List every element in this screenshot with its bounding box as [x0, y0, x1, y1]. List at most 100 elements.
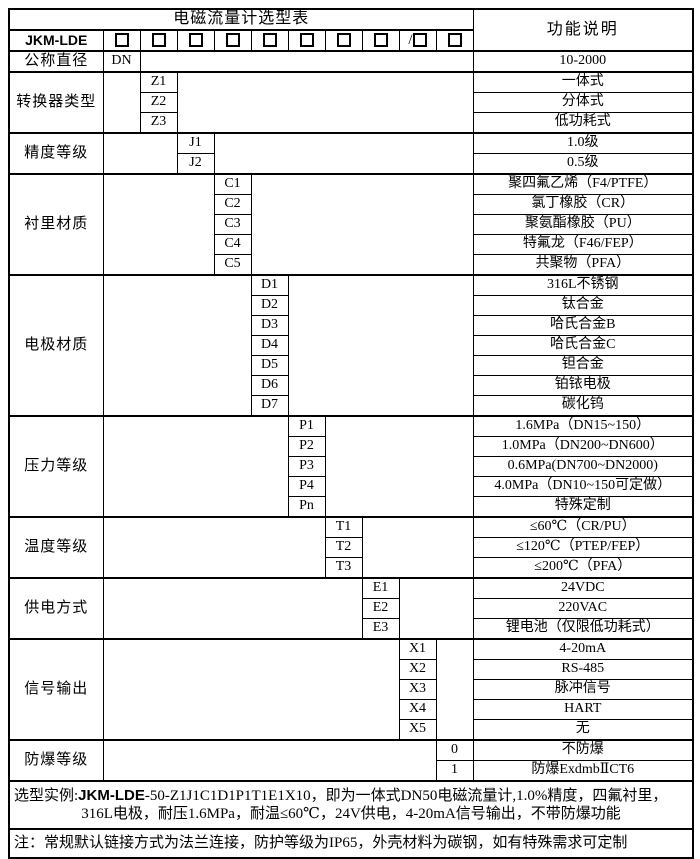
example-cell: 选型实例:JKM-LDE-50-Z1J1C1D1P1T1E1X10，即为一体式D…: [8, 780, 694, 830]
description-cell: 4-20mA: [472, 638, 694, 660]
code-cell: T1: [324, 516, 363, 538]
grid-row: X4 HART: [9, 699, 694, 720]
grid-row: 精度等级 J1 1.0级: [8, 132, 694, 175]
checkbox-icon: [188, 32, 203, 47]
code-cell: P3: [287, 456, 326, 477]
section-label: 防爆等级: [8, 739, 104, 782]
code-cell: T3: [324, 557, 363, 579]
selection-grid-body: 电磁流量计选型表 功能说明 JKM-LDE / 公称直径 DN 10-2000 转换器类型…: [8, 8, 694, 859]
code-cell: D1: [250, 274, 289, 296]
section-label: 信号输出: [8, 638, 104, 741]
empty-cell: [324, 415, 474, 518]
grid-row: C5 共聚物（PFA）: [9, 254, 694, 276]
description-cell: 哈氏合金B: [472, 315, 694, 336]
checkbox-cell: [250, 29, 289, 52]
checkbox-icon: [336, 32, 351, 47]
description-cell: 分体式: [472, 92, 694, 113]
code-cell: D2: [250, 295, 289, 316]
description-cell: 氯丁橡胶（CR）: [472, 194, 694, 215]
checkbox-cell: [361, 29, 400, 52]
checkbox-icon: [225, 32, 240, 47]
code-cell: 0: [435, 739, 474, 761]
grid-row: 衬里材质 C1 聚四氟乙烯（F4/PTFE）: [8, 173, 694, 276]
description-cell: 220VAC: [472, 598, 694, 619]
grid-row: P4 4.0MPa（DN10~150可定做）: [9, 476, 694, 497]
model-checkbox-row: JKM-LDE /: [8, 29, 693, 52]
grid-row: 压力等级 P1 1.6MPa（DN15~150）: [8, 415, 694, 518]
description-cell: 碳化钨: [472, 395, 694, 417]
description-cell: 不防爆: [472, 739, 694, 761]
description-cell: 1.0级: [472, 132, 694, 154]
checkbox-icon: [373, 32, 388, 47]
note-row: 注：常规默认链接方式为法兰连接，防护等级为IP65，外壳材料为碳钢，如有特殊需求…: [8, 828, 694, 859]
grid-row: 转换器类型 Z1 一体式: [8, 71, 694, 134]
description-cell: HART: [472, 699, 694, 720]
description-cell: 4.0MPa（DN10~150可定做）: [472, 476, 694, 497]
empty-cell: [213, 132, 474, 175]
section-label: 压力等级: [8, 415, 104, 518]
grid-row: D2 钛合金: [9, 295, 694, 316]
code-cell: X2: [398, 659, 437, 680]
description-cell: 锂电池（仅限低功耗式）: [472, 618, 694, 640]
example-line-1-rest: -50-Z1J1C1D1P1T1E1X10，即为一体式DN50电磁流量计,1.0…: [144, 788, 668, 805]
code-cell: P2: [287, 436, 326, 457]
description-cell: 钽合金: [472, 355, 694, 376]
empty-cell: [102, 516, 326, 579]
selection-table: 电磁流量计选型表 功能说明 JKM-LDE / 公称直径 DN 10-2000 转换器类型…: [8, 8, 695, 859]
grid-row: 1 防爆ExdmbⅡCT6: [9, 760, 694, 782]
section-label: 电极材质: [8, 274, 104, 417]
grid-row: P3 0.6MPa(DN700~DN2000): [9, 456, 694, 477]
description-cell: 24VDC: [472, 577, 694, 599]
code-cell: X5: [398, 719, 437, 741]
description-cell: RS-485: [472, 659, 694, 680]
grid-row: 信号输出 X1 4-20mA: [8, 638, 694, 741]
description-cell: ≤200℃（PFA）: [472, 557, 694, 579]
example-model-code: JKM-LDE: [78, 787, 145, 805]
empty-cell: [102, 739, 437, 782]
empty-cell: [398, 577, 474, 640]
grid-row: 供电方式 E1 24VDC: [8, 577, 694, 640]
checkbox-icon: [447, 32, 462, 47]
code-cell: E1: [361, 577, 400, 599]
description-cell: 哈氏合金C: [472, 335, 694, 356]
empty-cell: [139, 50, 474, 73]
description-cell: 防爆ExdmbⅡCT6: [472, 760, 694, 782]
empty-cell: [102, 132, 178, 175]
checkbox-icon: [299, 32, 314, 47]
empty-cell: [287, 274, 474, 417]
grid-row: J2 0.5级: [9, 153, 694, 175]
code-cell: D7: [250, 395, 289, 417]
code-cell: J2: [176, 153, 215, 175]
code-cell: Z1: [139, 71, 178, 93]
description-cell: 0.5级: [472, 153, 694, 175]
section-label: 转换器类型: [8, 71, 104, 134]
grid-row: 防爆等级 0 不防爆: [8, 739, 694, 782]
code-cell: D6: [250, 375, 289, 396]
grid-row: Z2 分体式: [9, 92, 694, 113]
grid-row: C2 氯丁橡胶（CR）: [9, 194, 694, 215]
description-cell: 低功耗式: [472, 112, 694, 134]
example-label: 选型实例:: [14, 788, 79, 805]
checkbox-icon: [114, 32, 129, 47]
grid-row: X3 脉冲信号: [9, 679, 694, 700]
code-cell: X1: [398, 638, 437, 660]
checkbox-cell: [176, 29, 215, 52]
grid-row: 电极材质 D1 316L不锈钢: [8, 274, 694, 417]
code-cell: P4: [287, 476, 326, 497]
function-column-title: 功能说明: [472, 8, 694, 52]
empty-cell: [102, 71, 141, 134]
description-cell: 1.6MPa（DN15~150）: [472, 415, 694, 437]
code-cell: C5: [213, 254, 252, 276]
checkbox-cell: [139, 29, 178, 52]
empty-cell: [102, 274, 252, 417]
description-cell: 共聚物（PFA）: [472, 254, 694, 276]
checkbox-cell: [435, 29, 474, 52]
description-cell: ≤120℃（PTEP/FEP）: [472, 537, 694, 558]
code-cell: T2: [324, 537, 363, 558]
description-cell: 10-2000: [472, 50, 694, 73]
grid-row: D3 哈氏合金B: [9, 315, 694, 336]
description-cell: 一体式: [472, 71, 694, 93]
description-cell: 特氟龙（F46/FEP）: [472, 234, 694, 255]
example-line-1: 选型实例:JKM-LDE-50-Z1J1C1D1P1T1E1X10，即为一体式D…: [10, 787, 692, 805]
